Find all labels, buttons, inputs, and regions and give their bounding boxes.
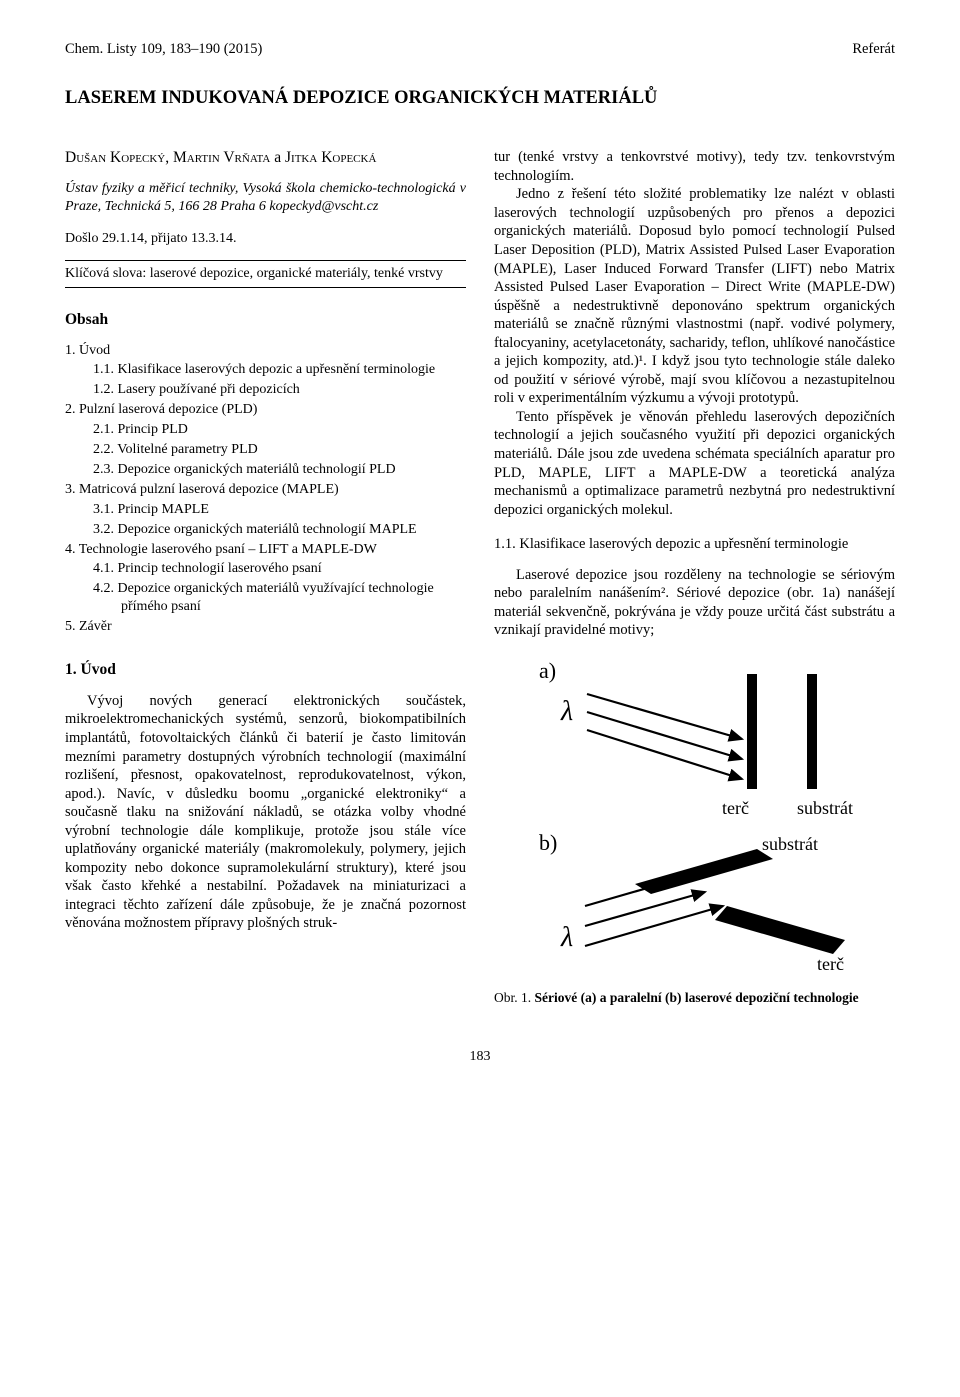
svg-text:substrát: substrát bbox=[797, 798, 853, 818]
submission-dates: Došlo 29.1.14, přijato 13.3.14. bbox=[65, 230, 466, 248]
left-column: Dušan Kopecký, Martin Vrňata a Jitka Kop… bbox=[65, 148, 466, 1006]
svg-text:terč: terč bbox=[817, 954, 844, 974]
body-paragraph: tur (tenké vrstvy a tenkovrstvé motivy),… bbox=[494, 148, 895, 185]
journal-reference: Chem. Listy 109, 183–190 (2015) bbox=[65, 40, 262, 59]
page-number: 183 bbox=[65, 1048, 895, 1066]
divider bbox=[65, 260, 466, 261]
body-paragraph: Jedno z řešení této složité problematiky… bbox=[494, 185, 895, 408]
toc-item: 1. Úvod bbox=[65, 342, 466, 360]
svg-text:a): a) bbox=[539, 658, 556, 683]
figure-caption: Obr. 1. Obr. 1. Sériové (a) a paralelní … bbox=[494, 989, 895, 1006]
body-paragraph: Laserové depozice jsou rozděleny na tech… bbox=[494, 566, 895, 640]
toc-item: 4.2. Depozice organických materiálů využ… bbox=[65, 580, 466, 616]
svg-text:substrát: substrát bbox=[762, 834, 818, 854]
svg-text:terč: terč bbox=[722, 798, 749, 818]
toc-item: 2.1. Princip PLD bbox=[65, 421, 466, 439]
toc-heading: Obsah bbox=[65, 310, 466, 330]
affiliation: Ústav fyziky a měřicí techniky, Vysoká š… bbox=[65, 180, 466, 216]
right-column: tur (tenké vrstvy a tenkovrstvé motivy),… bbox=[494, 148, 895, 1006]
body-paragraph: Tento příspěvek je věnován přehledu lase… bbox=[494, 408, 895, 519]
deposition-diagram: a)λterčsubstrátb)substrátλterč bbox=[517, 654, 872, 979]
toc-item: 4.1. Princip technologií laserového psan… bbox=[65, 560, 466, 578]
section-label: Referát bbox=[852, 40, 895, 59]
toc-item: 5. Závěr bbox=[65, 618, 466, 636]
svg-text:λ: λ bbox=[560, 922, 573, 953]
toc-item: 3.2. Depozice organických materiálů tech… bbox=[65, 521, 466, 539]
divider bbox=[65, 287, 466, 288]
svg-text:b): b) bbox=[539, 830, 557, 855]
toc-item: 4. Technologie laserového psaní – LIFT a… bbox=[65, 541, 466, 559]
authors: Dušan Kopecký, Martin Vrňata a Jitka Kop… bbox=[65, 148, 466, 168]
intro-paragraph: Vývoj nových generací elektronických sou… bbox=[65, 692, 466, 933]
toc-item: 2.3. Depozice organických materiálů tech… bbox=[65, 461, 466, 479]
intro-heading: 1. Úvod bbox=[65, 660, 466, 680]
toc: 1. Úvod1.1. Klasifikace laserových depoz… bbox=[65, 342, 466, 637]
toc-item: 3.1. Princip MAPLE bbox=[65, 501, 466, 519]
article-title: LASEREM INDUKOVANÁ DEPOZICE ORGANICKÝCH … bbox=[65, 87, 895, 111]
keywords: Klíčová slova: laserové depozice, organi… bbox=[65, 265, 466, 283]
figure-1: a)λterčsubstrátb)substrátλterč bbox=[494, 654, 895, 979]
toc-item: 1.1. Klasifikace laserových depozic a up… bbox=[65, 361, 466, 379]
toc-item: 3. Matricová pulzní laserová depozice (M… bbox=[65, 481, 466, 499]
toc-item: 2.2. Volitelné parametry PLD bbox=[65, 441, 466, 459]
toc-item: 2. Pulzní laserová depozice (PLD) bbox=[65, 401, 466, 419]
subsection-heading: 1.1. Klasifikace laserových depozic a up… bbox=[494, 535, 895, 554]
svg-text:λ: λ bbox=[560, 696, 573, 727]
toc-item: 1.2. Lasery používané při depozicích bbox=[65, 381, 466, 399]
